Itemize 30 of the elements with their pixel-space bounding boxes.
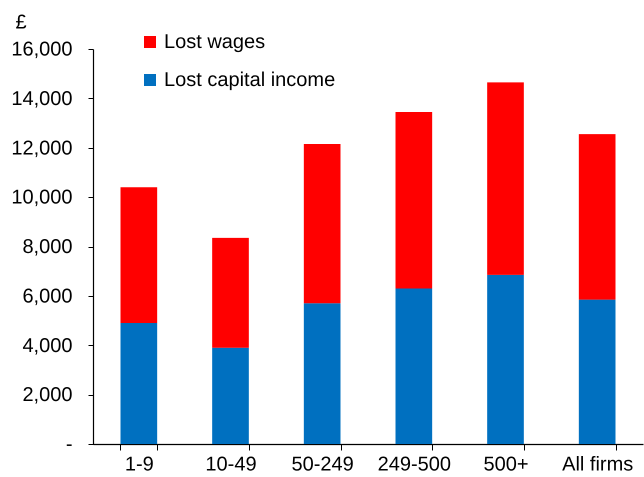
y-tick-label: 14,000	[11, 88, 72, 110]
bar	[120, 323, 158, 444]
x-tick-label: 249-500	[378, 454, 452, 476]
bar	[578, 134, 616, 300]
legend-label: Lost wages	[164, 31, 266, 53]
x-tick-label: 1-9	[124, 454, 154, 476]
y-tick-label: 4,000	[22, 334, 72, 357]
bar	[396, 112, 432, 288]
bar	[304, 144, 340, 304]
x-tick-label: 10-49	[205, 454, 257, 476]
bar	[578, 300, 616, 444]
y-tick-label: -	[66, 434, 72, 456]
bar	[212, 348, 249, 444]
x-tick-label: All firms	[562, 454, 634, 476]
bar	[212, 238, 249, 348]
legend-label: Lost capital income	[164, 69, 336, 91]
y-axis-title: £	[16, 12, 27, 34]
y-tick-label: 16,000	[11, 38, 72, 60]
y-tick-label: 10,000	[11, 186, 72, 209]
bar	[304, 303, 340, 444]
y-tick-label: 2,000	[22, 384, 72, 406]
bar	[120, 187, 158, 324]
x-tick-label: 500+	[483, 454, 529, 476]
bar	[487, 82, 524, 275]
y-tick-label: 12,000	[11, 137, 72, 160]
bar	[396, 288, 432, 444]
bar	[487, 274, 524, 444]
y-tick-label: 8,000	[22, 236, 72, 258]
x-tick-label: 50-249	[292, 454, 354, 476]
y-tick-label: 6,000	[22, 285, 72, 308]
